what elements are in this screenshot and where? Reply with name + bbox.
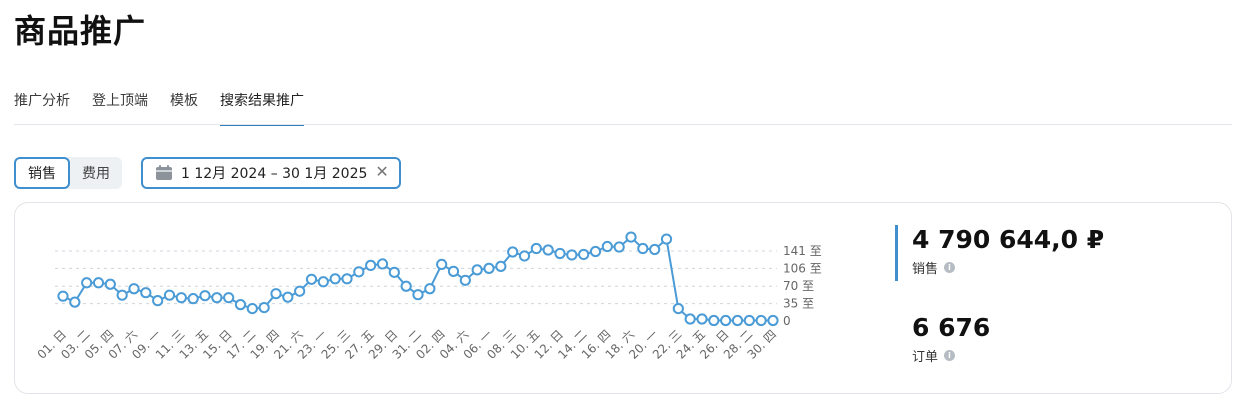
data-point <box>246 302 258 315</box>
data-point <box>601 240 613 253</box>
data-point <box>187 293 199 305</box>
data-point <box>234 299 247 311</box>
y-tick-label: 0 <box>783 314 791 328</box>
data-point <box>140 287 152 299</box>
sales-value: 4 790 644,0 ₽ <box>912 225 1105 254</box>
data-point <box>471 264 483 276</box>
close-icon[interactable]: ✕ <box>375 164 389 181</box>
tabs-divider <box>14 124 1232 125</box>
orders-label: 订单 <box>912 350 939 365</box>
info-icon[interactable]: i <box>944 262 956 273</box>
data-point <box>495 260 507 272</box>
data-point <box>163 289 176 301</box>
y-tick-label: 70 至 <box>783 279 814 293</box>
data-point <box>436 258 448 271</box>
data-point <box>81 277 93 289</box>
data-point <box>116 289 128 301</box>
page-title: 商品推广 <box>14 12 147 50</box>
data-point <box>447 265 460 277</box>
data-point <box>708 314 720 327</box>
data-point <box>507 246 519 258</box>
data-point <box>329 273 341 285</box>
data-point <box>755 314 767 327</box>
data-point <box>69 296 81 308</box>
metric-orders[interactable]: 6 676 订单 i <box>895 313 990 365</box>
data-point <box>258 301 270 314</box>
data-point <box>649 243 661 256</box>
data-point <box>767 314 779 327</box>
data-point <box>483 262 495 274</box>
data-point <box>684 313 696 325</box>
metric-toggle: 销售 费用 <box>14 157 122 189</box>
data-point <box>720 314 732 327</box>
y-tick-label: 106 至 <box>783 261 822 275</box>
info-icon[interactable]: i <box>944 350 956 361</box>
data-point <box>199 290 211 302</box>
data-point <box>566 249 578 261</box>
data-point <box>743 314 755 327</box>
y-tick-label: 35 至 <box>783 297 814 311</box>
data-point <box>554 247 566 260</box>
data-point <box>365 259 377 271</box>
data-point <box>589 245 602 258</box>
data-point <box>57 290 69 302</box>
date-range-text: 1 12月 2024 – 30 1月 2025 <box>181 166 368 182</box>
data-point <box>696 313 708 325</box>
orders-value: 6 676 <box>912 313 991 342</box>
data-point <box>282 291 294 303</box>
calendar-icon <box>156 165 172 180</box>
data-point <box>459 274 471 286</box>
y-tick-label: 141 至 <box>783 244 822 258</box>
data-point <box>613 241 625 253</box>
sales-label: 销售 <box>912 262 939 277</box>
data-point <box>518 250 531 262</box>
data-point <box>92 277 105 289</box>
tab-templates[interactable]: 模板 <box>170 93 198 109</box>
data-point <box>175 292 187 304</box>
tab-search-promotion[interactable]: 搜索结果推广 <box>220 90 304 126</box>
data-point <box>530 242 542 255</box>
data-point <box>637 242 649 255</box>
data-point <box>376 258 389 270</box>
data-point <box>128 283 140 295</box>
data-point <box>341 273 353 285</box>
data-point <box>424 283 436 295</box>
data-point <box>388 266 400 278</box>
tab-bar: 推广分析 登上顶端 模板 搜索结果推广 <box>14 90 326 126</box>
data-point <box>353 266 365 278</box>
data-point <box>660 233 673 245</box>
date-range-filter[interactable]: 1 12月 2024 – 30 1月 2025 ✕ <box>141 157 401 189</box>
data-point <box>104 278 116 290</box>
toggle-sales[interactable]: 销售 <box>14 157 70 189</box>
tab-top-placement[interactable]: 登上顶端 <box>92 93 148 109</box>
data-point <box>400 280 412 292</box>
data-point <box>305 273 318 285</box>
data-point <box>672 302 684 315</box>
data-point <box>542 244 554 256</box>
series-line <box>62 236 773 322</box>
metric-sales[interactable]: 4 790 644,0 ₽ 销售 i <box>895 225 1104 281</box>
data-point <box>223 292 235 304</box>
data-point <box>294 285 306 297</box>
data-point <box>152 295 164 307</box>
data-point <box>578 248 590 261</box>
data-point <box>317 276 329 288</box>
toggle-costs[interactable]: 费用 <box>82 166 110 182</box>
data-point <box>270 288 282 300</box>
data-point <box>412 289 424 301</box>
tab-promotion-analysis[interactable]: 推广分析 <box>14 93 70 109</box>
data-point <box>731 314 744 327</box>
data-point <box>625 231 637 243</box>
data-point <box>211 292 223 304</box>
